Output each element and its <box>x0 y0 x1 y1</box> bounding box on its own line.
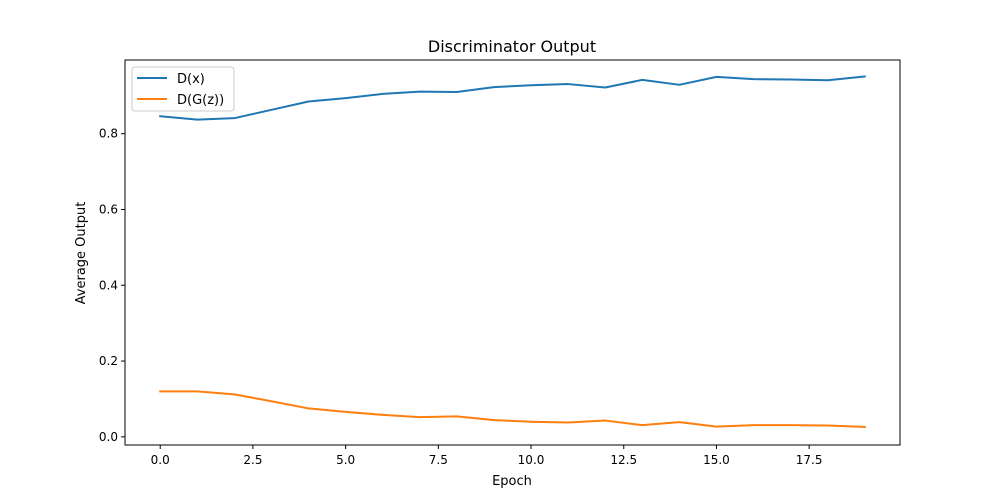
x-tick-label: 2.5 <box>243 453 262 467</box>
y-tick-label: 0.8 <box>99 127 118 141</box>
y-tick-label: 0.0 <box>99 430 118 444</box>
x-tick-label: 5.0 <box>336 453 355 467</box>
legend-label-dgz: D(G(z)) <box>177 93 224 108</box>
chart-title: Discriminator Output <box>428 37 596 56</box>
series-line-dgz <box>159 390 866 429</box>
x-tick-label: 0.0 <box>151 453 170 467</box>
plot-area: 0.0 2.5 5.0 7.5 10.0 12.5 15.0 17.5 0.0 0.2 0.4 0.6… <box>99 75 866 467</box>
series-line-dx <box>159 75 866 121</box>
y-tick-label: 0.6 <box>99 202 118 216</box>
legend-label-dx: D(x) <box>177 72 205 87</box>
x-tick-label: 12.5 <box>610 453 637 467</box>
y-tick-label: 0.2 <box>99 354 118 368</box>
x-tick-label: 17.5 <box>796 453 823 467</box>
x-axis-label: Epoch <box>492 474 532 489</box>
legend: D(x) D(G(z)) <box>131 66 235 112</box>
plot-frame <box>124 59 901 446</box>
y-axis-label: Average Output <box>74 202 89 305</box>
x-tick-label: 10.0 <box>518 453 545 467</box>
y-tick-label: 0.4 <box>99 278 118 292</box>
x-tick-label: 15.0 <box>703 453 730 467</box>
x-tick-label: 7.5 <box>429 453 448 467</box>
